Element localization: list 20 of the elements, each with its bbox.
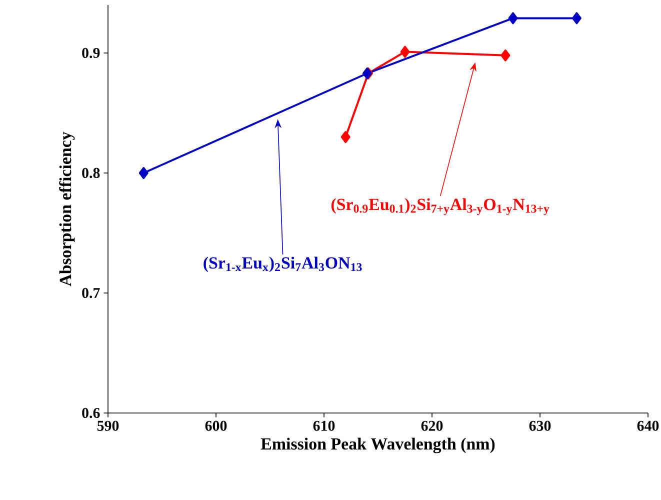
point xyxy=(138,167,148,179)
x-tick-label: 590 xyxy=(97,420,119,431)
y-tick-label: 0.8 xyxy=(82,168,100,178)
text: (Sr$_{0.9}$Eu$_{0.1}$)$_{2}$Si$_{7+y}$Al$_{3-y}$O$_{1-y}$N$_{13+y}$ xyxy=(331,198,550,216)
point xyxy=(500,49,510,62)
x-tick-label: 610 xyxy=(313,420,335,431)
point xyxy=(508,12,518,24)
x-tick-label: 630 xyxy=(529,420,551,431)
point xyxy=(400,46,410,58)
text: (Sr$_{1-x}$Eu$_{x}$)$_{2}$Si$_{7}$Al$_{3}$ON$_{13}$ xyxy=(204,256,362,272)
x-tick-label: 620 xyxy=(421,420,443,431)
y-axis-title: Absorption efficiency xyxy=(59,132,75,286)
point xyxy=(340,131,350,143)
x-axis-title: Emission Peak Wavelength (nm) xyxy=(260,438,495,454)
y-tick-label: 0.6 xyxy=(82,408,100,418)
x-tick-label: 600 xyxy=(205,420,227,431)
y-tick-label: 0.9 xyxy=(82,48,100,58)
x-tick-label: 640 xyxy=(637,420,659,431)
point xyxy=(572,12,582,24)
y-tick-label: 0.7 xyxy=(82,288,100,298)
